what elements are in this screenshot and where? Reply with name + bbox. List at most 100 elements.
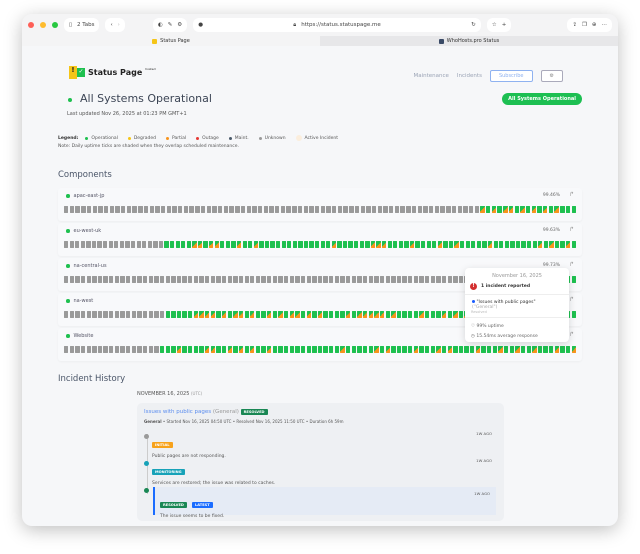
uptime-tick[interactable] [565,206,571,213]
uptime-tick[interactable] [509,346,514,353]
uptime-tick[interactable] [309,206,314,213]
uptime-tick[interactable] [255,276,261,283]
uptime-tick[interactable] [267,276,272,283]
uptime-tick[interactable] [199,311,204,318]
uptime-tick[interactable] [289,276,294,283]
uptime-tick[interactable] [264,241,270,248]
uptime-tick[interactable] [233,276,238,283]
tab-whohosts[interactable]: WhoHosts.pro Status [320,36,618,46]
uptime-tick[interactable] [205,346,210,353]
uptime-tick[interactable] [480,206,485,213]
uptime-tick[interactable] [317,346,323,353]
external-link-icon[interactable]: ↱ [568,296,574,303]
uptime-tick[interactable] [379,276,385,283]
uptime-tick[interactable] [200,206,206,213]
copy-icon[interactable]: ❐ [581,22,587,28]
uptime-tick[interactable] [172,206,177,213]
uptime-tick[interactable] [326,206,331,213]
uptime-tick[interactable] [342,241,348,248]
uptime-tick[interactable] [209,241,214,248]
uptime-tick[interactable] [120,346,125,353]
uptime-tick[interactable] [280,206,286,213]
uptime-tick[interactable] [548,206,554,213]
uptime-tick[interactable] [458,311,464,318]
uptime-tick[interactable] [320,241,325,248]
uptime-tick[interactable] [441,311,447,318]
uptime-tick[interactable] [474,206,480,213]
uptime-tick[interactable] [443,241,448,248]
uptime-tick[interactable] [560,241,565,248]
back-icon[interactable]: ‹ [110,22,113,28]
uptime-tick[interactable] [149,206,154,213]
uptime-tick[interactable] [437,241,443,248]
uptime-tick[interactable] [470,346,475,353]
uptime-tick[interactable] [283,311,289,318]
uptime-tick[interactable] [351,311,357,318]
uptime-tick[interactable] [471,241,476,248]
uptime-tick[interactable] [227,346,232,353]
uptime-tick[interactable] [160,206,166,213]
nav-maintenance[interactable]: Maintenance [413,73,449,79]
uptime-tick[interactable] [131,311,137,318]
uptime-tick[interactable] [92,276,97,283]
uptime-tick[interactable] [499,241,504,248]
uptime-tick[interactable] [171,276,176,283]
uptime-tick[interactable] [114,241,119,248]
uptime-tick[interactable] [233,346,238,353]
uptime-tick[interactable] [309,241,314,248]
uptime-tick[interactable] [240,206,246,213]
uptime-tick[interactable] [92,311,97,318]
uptime-tick[interactable] [398,241,403,248]
uptime-tick[interactable] [292,206,297,213]
uptime-tick[interactable] [238,346,244,353]
uptime-tick[interactable] [221,311,227,318]
uptime-tick[interactable] [436,346,441,353]
uptime-tick[interactable] [126,346,131,353]
uptime-tick[interactable] [126,276,131,283]
uptime-tick[interactable] [197,241,203,248]
uptime-tick[interactable] [214,241,219,248]
uptime-tick[interactable] [303,241,309,248]
uptime-tick[interactable] [429,206,434,213]
uptime-tick[interactable] [292,241,297,248]
uptime-tick[interactable] [503,346,509,353]
uptime-tick[interactable] [91,241,97,248]
uptime-tick[interactable] [236,241,242,248]
uptime-tick[interactable] [360,206,365,213]
extension-icon[interactable]: ⚙ [177,22,183,28]
uptime-tick[interactable] [303,206,308,213]
uptime-tick[interactable] [261,276,266,283]
uptime-tick[interactable] [357,346,362,353]
uptime-tick[interactable] [186,241,191,248]
uptime-tick[interactable] [514,206,519,213]
uptime-tick[interactable] [323,346,328,353]
uptime-tick[interactable] [413,276,419,283]
uptime-tick[interactable] [275,241,281,248]
uptime-tick[interactable] [195,206,200,213]
uptime-tick[interactable] [75,311,80,318]
uptime-tick[interactable] [453,346,458,353]
uptime-tick[interactable] [154,311,159,318]
uptime-tick[interactable] [153,241,158,248]
uptime-tick[interactable] [306,276,311,283]
uptime-tick[interactable] [176,346,182,353]
uptime-tick[interactable] [188,311,193,318]
uptime-tick[interactable] [571,206,576,213]
nav-incidents[interactable]: Incidents [456,73,482,79]
uptime-tick[interactable] [86,206,92,213]
uptime-tick[interactable] [526,346,531,353]
uptime-tick[interactable] [164,241,169,248]
uptime-tick[interactable] [142,311,148,318]
uptime-tick[interactable] [560,206,565,213]
uptime-tick[interactable] [169,241,175,248]
uptime-tick[interactable] [155,206,160,213]
uptime-tick[interactable] [259,241,264,248]
uptime-tick[interactable] [385,276,390,283]
uptime-tick[interactable] [447,276,452,283]
uptime-tick[interactable] [114,276,120,283]
uptime-tick[interactable] [233,311,238,318]
uptime-tick[interactable] [166,206,172,213]
uptime-tick[interactable] [300,311,306,318]
uptime-tick[interactable] [244,276,249,283]
uptime-tick[interactable] [526,241,532,248]
